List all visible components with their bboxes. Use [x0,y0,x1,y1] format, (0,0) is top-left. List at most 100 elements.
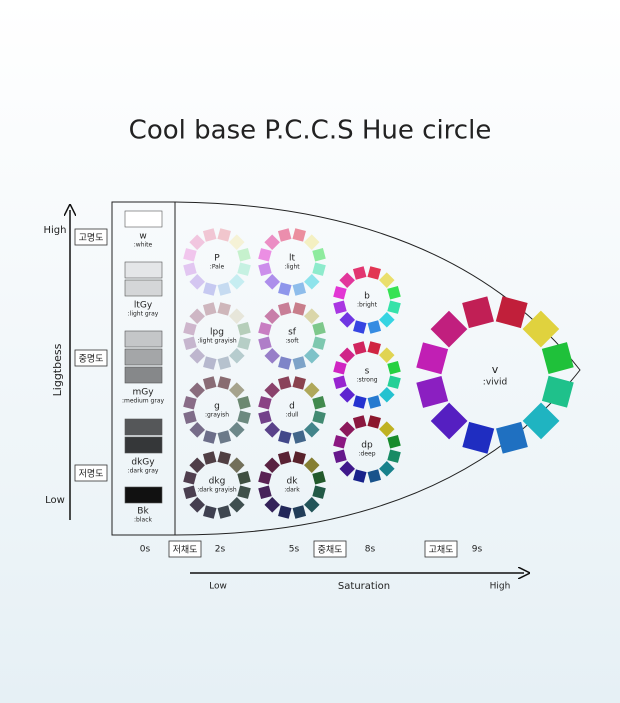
gray-swatch [124,436,163,454]
hue-swatch [387,449,401,463]
hue-swatch [312,321,326,336]
gray-code: w [139,232,146,242]
hue-swatch [237,395,251,410]
hue-swatch [203,505,217,519]
hue-swatch [367,341,381,355]
hue-swatch [228,234,245,250]
saturation-tick: 5s [289,545,300,555]
gray-name: :light gray [128,311,159,318]
gray-swatch [124,261,163,279]
tone-code: dp [361,441,373,451]
axis-label: Saturation [338,581,390,592]
level-label: 저명도 [79,469,104,480]
hue-swatch [258,262,272,277]
hue-swatch [217,451,231,465]
hue-swatch [278,356,292,370]
gray-code: dkGy [131,458,155,468]
hue-swatch [312,470,326,485]
tone-name: :light [284,264,300,271]
title: Cool base P.C.C.S Hue circle [129,116,492,146]
hue-swatch [258,248,272,262]
hue-swatch [352,415,367,429]
frame [111,201,581,536]
tone-code: dkg [209,477,226,487]
hue-swatch [312,336,326,350]
hue-swatch [237,262,251,276]
hue-swatch [189,274,206,290]
level-box [74,228,108,246]
hue-swatch [228,382,245,398]
level-box [424,540,458,558]
tone-name: :strong [356,377,377,384]
hue-swatch [292,451,306,465]
hue-swatch [278,430,292,444]
hue-swatch [183,410,197,425]
hue-swatch [333,300,347,315]
hue-swatch [237,336,251,350]
hue-swatch [430,310,468,348]
hue-swatch [203,356,217,370]
hue-swatch [367,415,381,429]
gray-swatch [124,348,163,366]
tone-code: d [289,402,295,412]
tone-code: sf [288,328,297,338]
hue-swatch [387,375,401,389]
hue-swatch [258,336,272,351]
hue-swatch [277,451,292,465]
saturation-tick: 0s [140,545,151,555]
hue-swatch [229,421,245,438]
level-label: 고채도 [429,545,454,556]
hue-swatch [189,348,206,364]
tone-name: :deep [358,451,375,458]
hue-swatch [387,360,401,375]
hue-swatch [237,247,251,262]
tone-code: g [214,402,220,412]
gray-code: ltGy [134,301,153,311]
hue-swatch [367,395,382,409]
gray-swatch [124,210,163,228]
saturation-tick: 2s [215,545,226,555]
hue-swatch [541,342,574,374]
hue-swatch [462,421,495,454]
tone-name: :grayish [205,412,229,419]
hue-swatch [292,282,307,296]
hue-swatch [228,308,245,324]
tone-name: :bright [357,302,378,309]
hue-swatch [416,342,449,375]
hue-swatch [229,273,245,290]
gray-swatch [124,486,163,504]
axis-low: Low [45,495,65,506]
hue-swatch [333,286,347,300]
gray-swatch [124,279,163,297]
hue-swatch [495,296,528,329]
level-box [74,349,108,367]
hue-swatch [237,410,251,424]
hue-swatch [183,262,197,277]
hue-swatch [278,505,292,519]
hue-swatch [387,434,401,449]
hue-swatch [217,430,232,444]
hue-swatch [522,402,560,440]
tone-code: dk [287,477,299,487]
hue-swatch [353,395,367,409]
hue-swatch [183,322,197,336]
hue-swatch [277,228,292,242]
hue-swatch [228,457,245,473]
hue-swatch [430,402,468,440]
axis-label: Liggtbess [51,343,64,396]
hue-swatch [312,247,326,262]
level-label: 중명도 [79,354,104,365]
hue-swatch [292,302,306,316]
hue-swatch [352,266,367,280]
level-box [74,464,108,482]
hue-swatch [183,248,197,262]
tone-code: s [365,367,370,377]
hue-swatch [387,285,401,300]
gray-swatch [124,418,163,436]
hue-swatch [229,347,245,364]
axis-high: High [490,582,511,592]
hue-swatch [258,410,272,425]
hue-swatch [189,422,206,438]
hue-swatch [237,321,251,336]
